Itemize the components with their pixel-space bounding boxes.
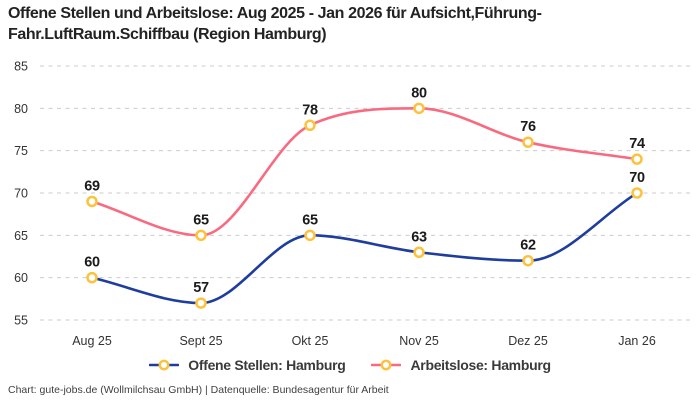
series-line-offene-stellen-hamburg (90, 191, 639, 305)
point-label: 70 (629, 170, 645, 186)
y-tick-label: 85 (14, 60, 28, 74)
chart-title: Offene Stellen und Arbeitslose: Aug 2025… (8, 5, 542, 43)
data-point-marker[interactable] (631, 187, 643, 199)
point-label: 78 (302, 102, 318, 118)
point-label: 76 (520, 119, 536, 135)
x-axis-label: Dez 25 (508, 334, 548, 348)
data-point-marker[interactable] (522, 254, 534, 267)
legend-ring-icon (158, 359, 170, 371)
y-tick-label: 60 (14, 271, 28, 285)
data-point-marker[interactable] (413, 102, 425, 115)
y-tick-label: 75 (14, 144, 28, 158)
x-axis-label: Nov 25 (399, 334, 439, 348)
chart-attribution: Chart: gute-jobs.de (Wollmilchsau GmbH) … (8, 384, 389, 396)
data-point-marker[interactable] (86, 271, 98, 284)
chart-legend: Offene Stellen: Hamburg Arbeitslose: Hamb… (0, 357, 700, 373)
y-tick-label: 65 (14, 229, 28, 243)
data-point-marker[interactable] (195, 297, 207, 309)
legend-marker-icon (149, 359, 180, 371)
x-axis-label: Sept 25 (179, 334, 222, 348)
y-tick-label: 70 (14, 187, 28, 201)
data-point-marker[interactable] (86, 195, 98, 208)
x-axis-label: Jan 26 (618, 334, 656, 348)
data-point-marker[interactable] (195, 229, 207, 242)
data-point-marker[interactable] (631, 153, 643, 165)
legend-item-arbeitslose-hamburg: Arbeitslose: Hamburg (371, 357, 551, 373)
gridlines (40, 65, 690, 321)
point-label: 63 (411, 229, 427, 245)
legend-marker-icon (371, 359, 402, 371)
line-chart: 55 60 65 70 75 80 85 Aug 25 Sept 25 Okt 25 Nov 25 D… (14, 60, 690, 348)
series-points: 69 65 78 80 76 74 (84, 85, 645, 242)
data-point-marker[interactable] (304, 119, 316, 132)
y-axis-ticks: 55 60 65 70 75 80 85 (14, 60, 28, 328)
y-tick-label: 80 (14, 102, 28, 116)
series-points: 60 57 65 63 62 70 (84, 170, 645, 309)
point-label: 74 (629, 136, 645, 152)
legend-item-offene-stellen-hamburg: Offene Stellen: Hamburg (149, 357, 346, 373)
point-label: 57 (193, 280, 209, 296)
series-line-arbeitslose-hamburg (90, 107, 639, 237)
data-point-marker[interactable] (522, 136, 534, 148)
point-label: 80 (411, 85, 427, 101)
point-label: 62 (520, 238, 536, 254)
legend-label: Offene Stellen: Hamburg (188, 357, 346, 373)
legend-ring-icon (381, 359, 392, 371)
x-axis-label: Okt 25 (292, 334, 329, 348)
point-label: 65 (302, 212, 318, 228)
x-axis-label: Aug 25 (72, 334, 112, 348)
data-point-marker[interactable] (413, 246, 425, 259)
point-label: 65 (193, 212, 209, 228)
y-tick-label: 55 (14, 314, 28, 328)
data-point-marker[interactable] (304, 229, 316, 242)
legend-label: Arbeitslose: Hamburg (410, 357, 551, 373)
point-label: 69 (84, 178, 100, 194)
point-label: 60 (84, 255, 100, 271)
x-axis-labels: Aug 25 Sept 25 Okt 25 Nov 25 Dez 25 Jan 26 (72, 334, 656, 348)
